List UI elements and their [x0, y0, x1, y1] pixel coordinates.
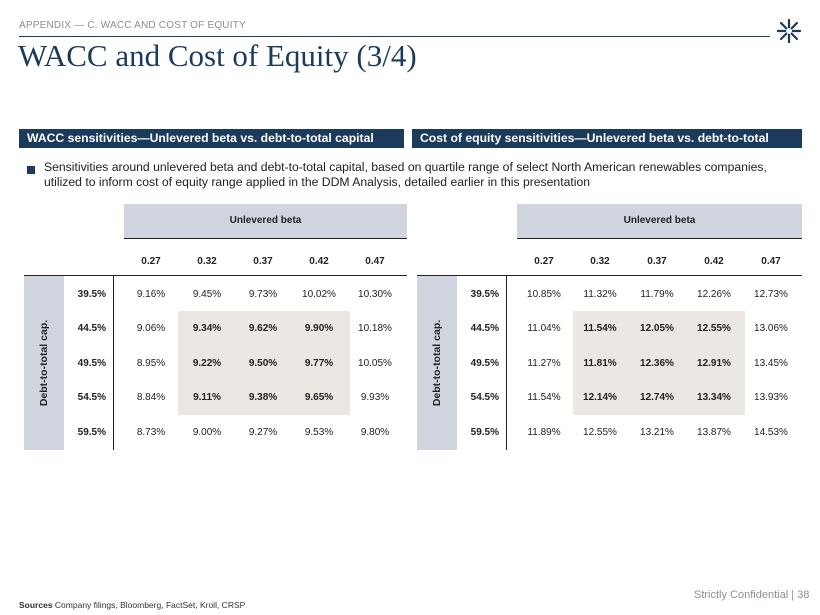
- coe-col-head: 0.37: [647, 256, 667, 267]
- coe-cell: 13.45%: [754, 358, 788, 369]
- coe-cell: 13.93%: [754, 392, 788, 403]
- wacc-cell: 9.34%: [192, 323, 222, 334]
- coe-cell: 12.05%: [640, 323, 674, 334]
- wacc-cell: 9.06%: [136, 323, 166, 334]
- wacc-row-head: 54.5%: [77, 392, 106, 403]
- wacc-highlight: [178, 311, 350, 415]
- wacc-cell: 9.80%: [360, 427, 390, 438]
- wacc-cell: 9.53%: [304, 427, 334, 438]
- coe-row-head: 44.5%: [470, 323, 499, 334]
- coe-cell: 11.04%: [527, 323, 561, 334]
- coe-cell: 11.81%: [583, 358, 617, 369]
- wacc-col-head: 0.47: [365, 256, 385, 267]
- coe-cell: 12.36%: [640, 358, 674, 369]
- coe-row-group-label: Debt-to-total cap.: [431, 319, 443, 407]
- coe-cell: 13.34%: [697, 392, 731, 403]
- sources-footnote: Sources Company filings, Bloomberg, Fact…: [19, 600, 245, 610]
- coe-cell: 12.91%: [697, 358, 731, 369]
- logo-icon: [776, 18, 802, 44]
- wacc-cell: 9.73%: [248, 289, 278, 300]
- wacc-col-head: 0.27: [141, 256, 161, 267]
- wacc-cell: 9.77%: [304, 358, 334, 369]
- coe-cell: 12.74%: [640, 392, 674, 403]
- wacc-cell: 9.11%: [193, 392, 221, 403]
- coe-col-head: 0.47: [761, 256, 781, 267]
- wacc-row-head: 39.5%: [77, 289, 106, 300]
- coe-section-title: Cost of equity sensitivities—Unlevered b…: [412, 129, 802, 164]
- wacc-cell: 10.30%: [358, 289, 392, 300]
- coe-cell: 12.55%: [583, 427, 617, 438]
- coe-col-head: 0.32: [590, 256, 610, 267]
- coe-highlight: [573, 311, 745, 415]
- wacc-cell: 9.65%: [304, 392, 334, 403]
- coe-cell: 12.55%: [697, 323, 731, 334]
- wacc-cell: 10.05%: [358, 358, 392, 369]
- coe-row-head: 59.5%: [470, 427, 499, 438]
- breadcrumb: APPENDIX — C. WACC AND COST OF EQUITY: [19, 20, 246, 31]
- wacc-cell: 9.16%: [136, 289, 166, 300]
- coe-col-group-band: [517, 204, 802, 238]
- coe-col-group-label: Unlevered beta: [623, 215, 696, 226]
- wacc-cell: 8.84%: [136, 392, 166, 403]
- wacc-cell: 10.18%: [358, 323, 392, 334]
- coe-row-head: 54.5%: [470, 392, 499, 403]
- bullet-icon: [27, 166, 35, 174]
- sources-text: Company filings, Bloomberg, FactSet, Kro…: [54, 600, 246, 610]
- wacc-row-group-band: [24, 276, 64, 450]
- wacc-cell: 9.62%: [248, 323, 278, 334]
- wacc-cell: 9.50%: [248, 358, 278, 369]
- wacc-cell: 8.73%: [136, 427, 166, 438]
- coe-cell: 11.27%: [527, 358, 561, 369]
- confidential-footer: Strictly Confidential | 38: [694, 589, 810, 601]
- wacc-row-head: 59.5%: [77, 427, 106, 438]
- coe-cell: 11.89%: [527, 427, 561, 438]
- wacc-col-group-band: [124, 204, 407, 238]
- wacc-cell: 9.93%: [360, 392, 390, 403]
- wacc-col-group-label: Unlevered beta: [229, 215, 302, 226]
- wacc-cell: 9.45%: [192, 289, 222, 300]
- coe-cell: 10.85%: [527, 289, 561, 300]
- coe-cell: 12.26%: [697, 289, 731, 300]
- coe-row-head: 49.5%: [470, 358, 499, 369]
- coe-col-head: 0.42: [704, 256, 724, 267]
- coe-cell: 11.79%: [640, 289, 674, 300]
- wacc-cell: 10.02%: [302, 289, 336, 300]
- sources-label: Sources: [19, 600, 53, 610]
- wacc-row-head: 44.5%: [77, 323, 106, 334]
- coe-cell: 11.54%: [527, 392, 561, 403]
- wacc-cell: 9.22%: [192, 358, 222, 369]
- coe-cell: 13.87%: [697, 427, 731, 438]
- coe-cell: 11.32%: [583, 289, 617, 300]
- wacc-section-title: WACC sensitivities—Unlevered beta vs. de…: [19, 129, 404, 148]
- wacc-cell: 9.00%: [192, 427, 222, 438]
- header-rule: [19, 36, 770, 37]
- coe-cell: 13.21%: [640, 427, 674, 438]
- wacc-row-head: 49.5%: [77, 358, 106, 369]
- wacc-cell: 9.38%: [248, 392, 278, 403]
- wacc-cell: 9.27%: [248, 427, 278, 438]
- bullet-text: Sensitivities around unlevered beta and …: [44, 160, 767, 189]
- wacc-col-head: 0.37: [253, 256, 273, 267]
- coe-cell: 11.54%: [583, 323, 617, 334]
- coe-cell: 12.14%: [583, 392, 617, 403]
- wacc-cell: 9.90%: [304, 323, 334, 334]
- coe-cell: 14.53%: [754, 427, 788, 438]
- wacc-col-head: 0.32: [197, 256, 217, 267]
- wacc-row-group-label: Debt-to-total cap.: [38, 319, 50, 407]
- coe-row-head: 39.5%: [470, 289, 499, 300]
- coe-cell: 12.73%: [754, 289, 788, 300]
- coe-row-group-band: [417, 276, 457, 450]
- wacc-col-head: 0.42: [309, 256, 329, 267]
- coe-cell: 13.06%: [754, 323, 788, 334]
- page-title: WACC and Cost of Equity (3/4): [18, 38, 417, 73]
- coe-col-head: 0.27: [534, 256, 554, 267]
- wacc-cell: 8.95%: [136, 358, 166, 369]
